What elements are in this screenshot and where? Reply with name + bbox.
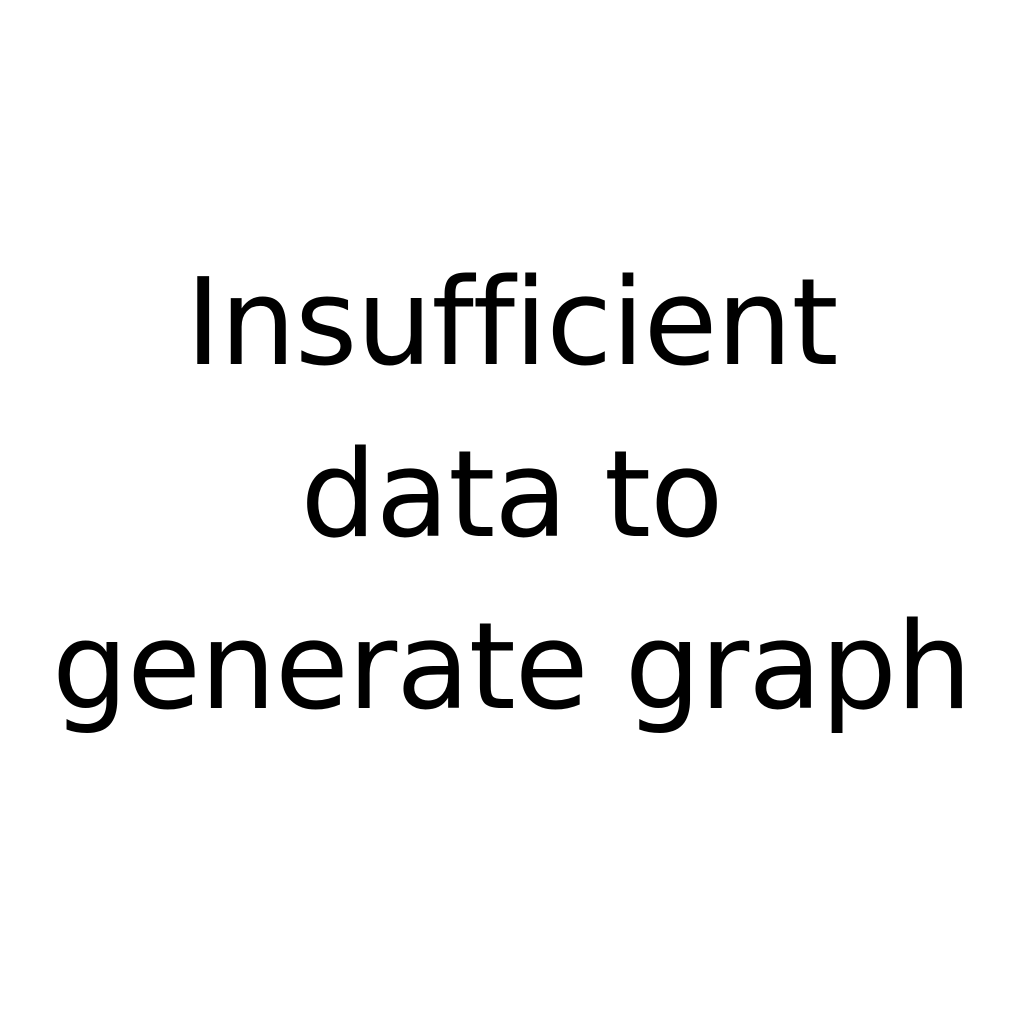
message-line-1: Insufficient [185,254,838,393]
insufficient-data-message: Insufficient data to generate graph [0,238,1023,754]
message-line-3: generate graph [51,598,972,737]
message-line-2: data to [300,426,724,565]
